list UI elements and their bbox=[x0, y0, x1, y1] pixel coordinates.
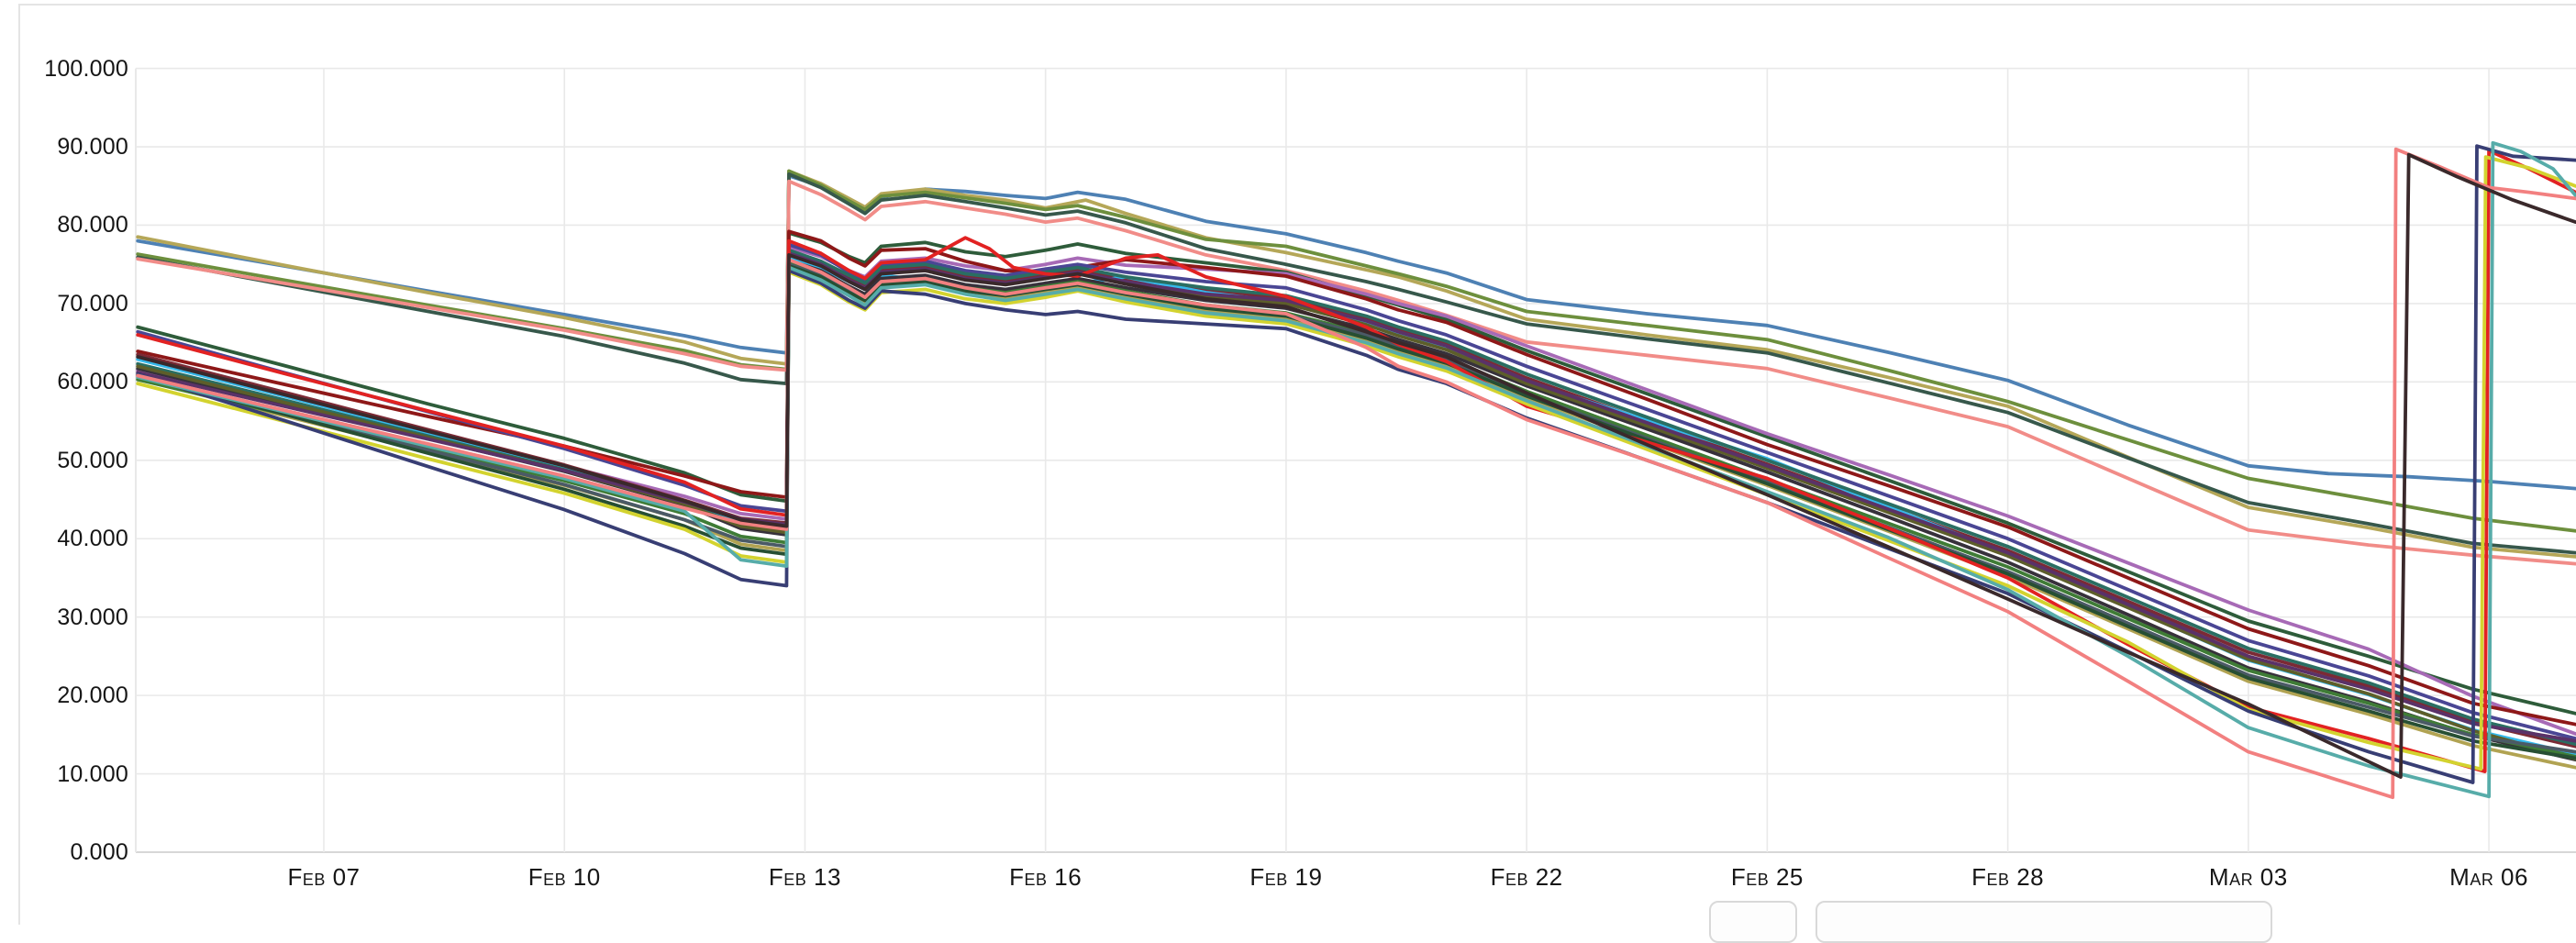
x-axis-tick-label: Feb 19 bbox=[1213, 865, 1360, 889]
y-axis-tick-label: 70.000 bbox=[9, 292, 128, 316]
y-axis-tick-label: 10.000 bbox=[9, 762, 128, 786]
y-axis-tick-label: 40.000 bbox=[9, 527, 128, 550]
y-axis-tick-label: 60.000 bbox=[9, 370, 128, 394]
x-axis-tick-label: Feb 13 bbox=[731, 865, 878, 889]
series-darkkhaki bbox=[138, 172, 2575, 557]
y-axis-tick-label: 80.000 bbox=[9, 213, 128, 237]
x-axis-tick-label: Feb 07 bbox=[250, 865, 397, 889]
x-axis-tick-label: Feb 10 bbox=[491, 865, 638, 889]
x-axis-tick-label: Feb 16 bbox=[972, 865, 1119, 889]
x-axis-tick-label: Mar 06 bbox=[2415, 865, 2562, 889]
y-axis-tick-label: 30.000 bbox=[9, 605, 128, 629]
x-axis-tick-label: Feb 28 bbox=[1935, 865, 2082, 889]
y-axis-tick-label: 0.000 bbox=[9, 840, 128, 864]
x-axis-tick-label: Feb 22 bbox=[1453, 865, 1600, 889]
partial-toolbar-bar[interactable] bbox=[1815, 901, 2272, 943]
y-axis-tick-label: 90.000 bbox=[9, 135, 128, 159]
y-axis-tick-label: 20.000 bbox=[9, 683, 128, 707]
chart-canvas[interactable] bbox=[0, 0, 2576, 906]
partial-toolbar-button[interactable] bbox=[1709, 901, 1797, 943]
y-axis-tick-label: 50.000 bbox=[9, 449, 128, 472]
line-chart[interactable]: 0.000 10.000 20.000 30.000 40.000 50.000 60.00… bbox=[0, 0, 2576, 906]
series-salmon-slow bbox=[138, 182, 2575, 564]
x-axis-tick-label: Mar 03 bbox=[2175, 865, 2322, 889]
x-axis-tick-label: Feb 25 bbox=[1693, 865, 1840, 889]
y-axis-tick-label: 100.000 bbox=[9, 57, 128, 81]
series-darkslategreen bbox=[138, 174, 2575, 553]
